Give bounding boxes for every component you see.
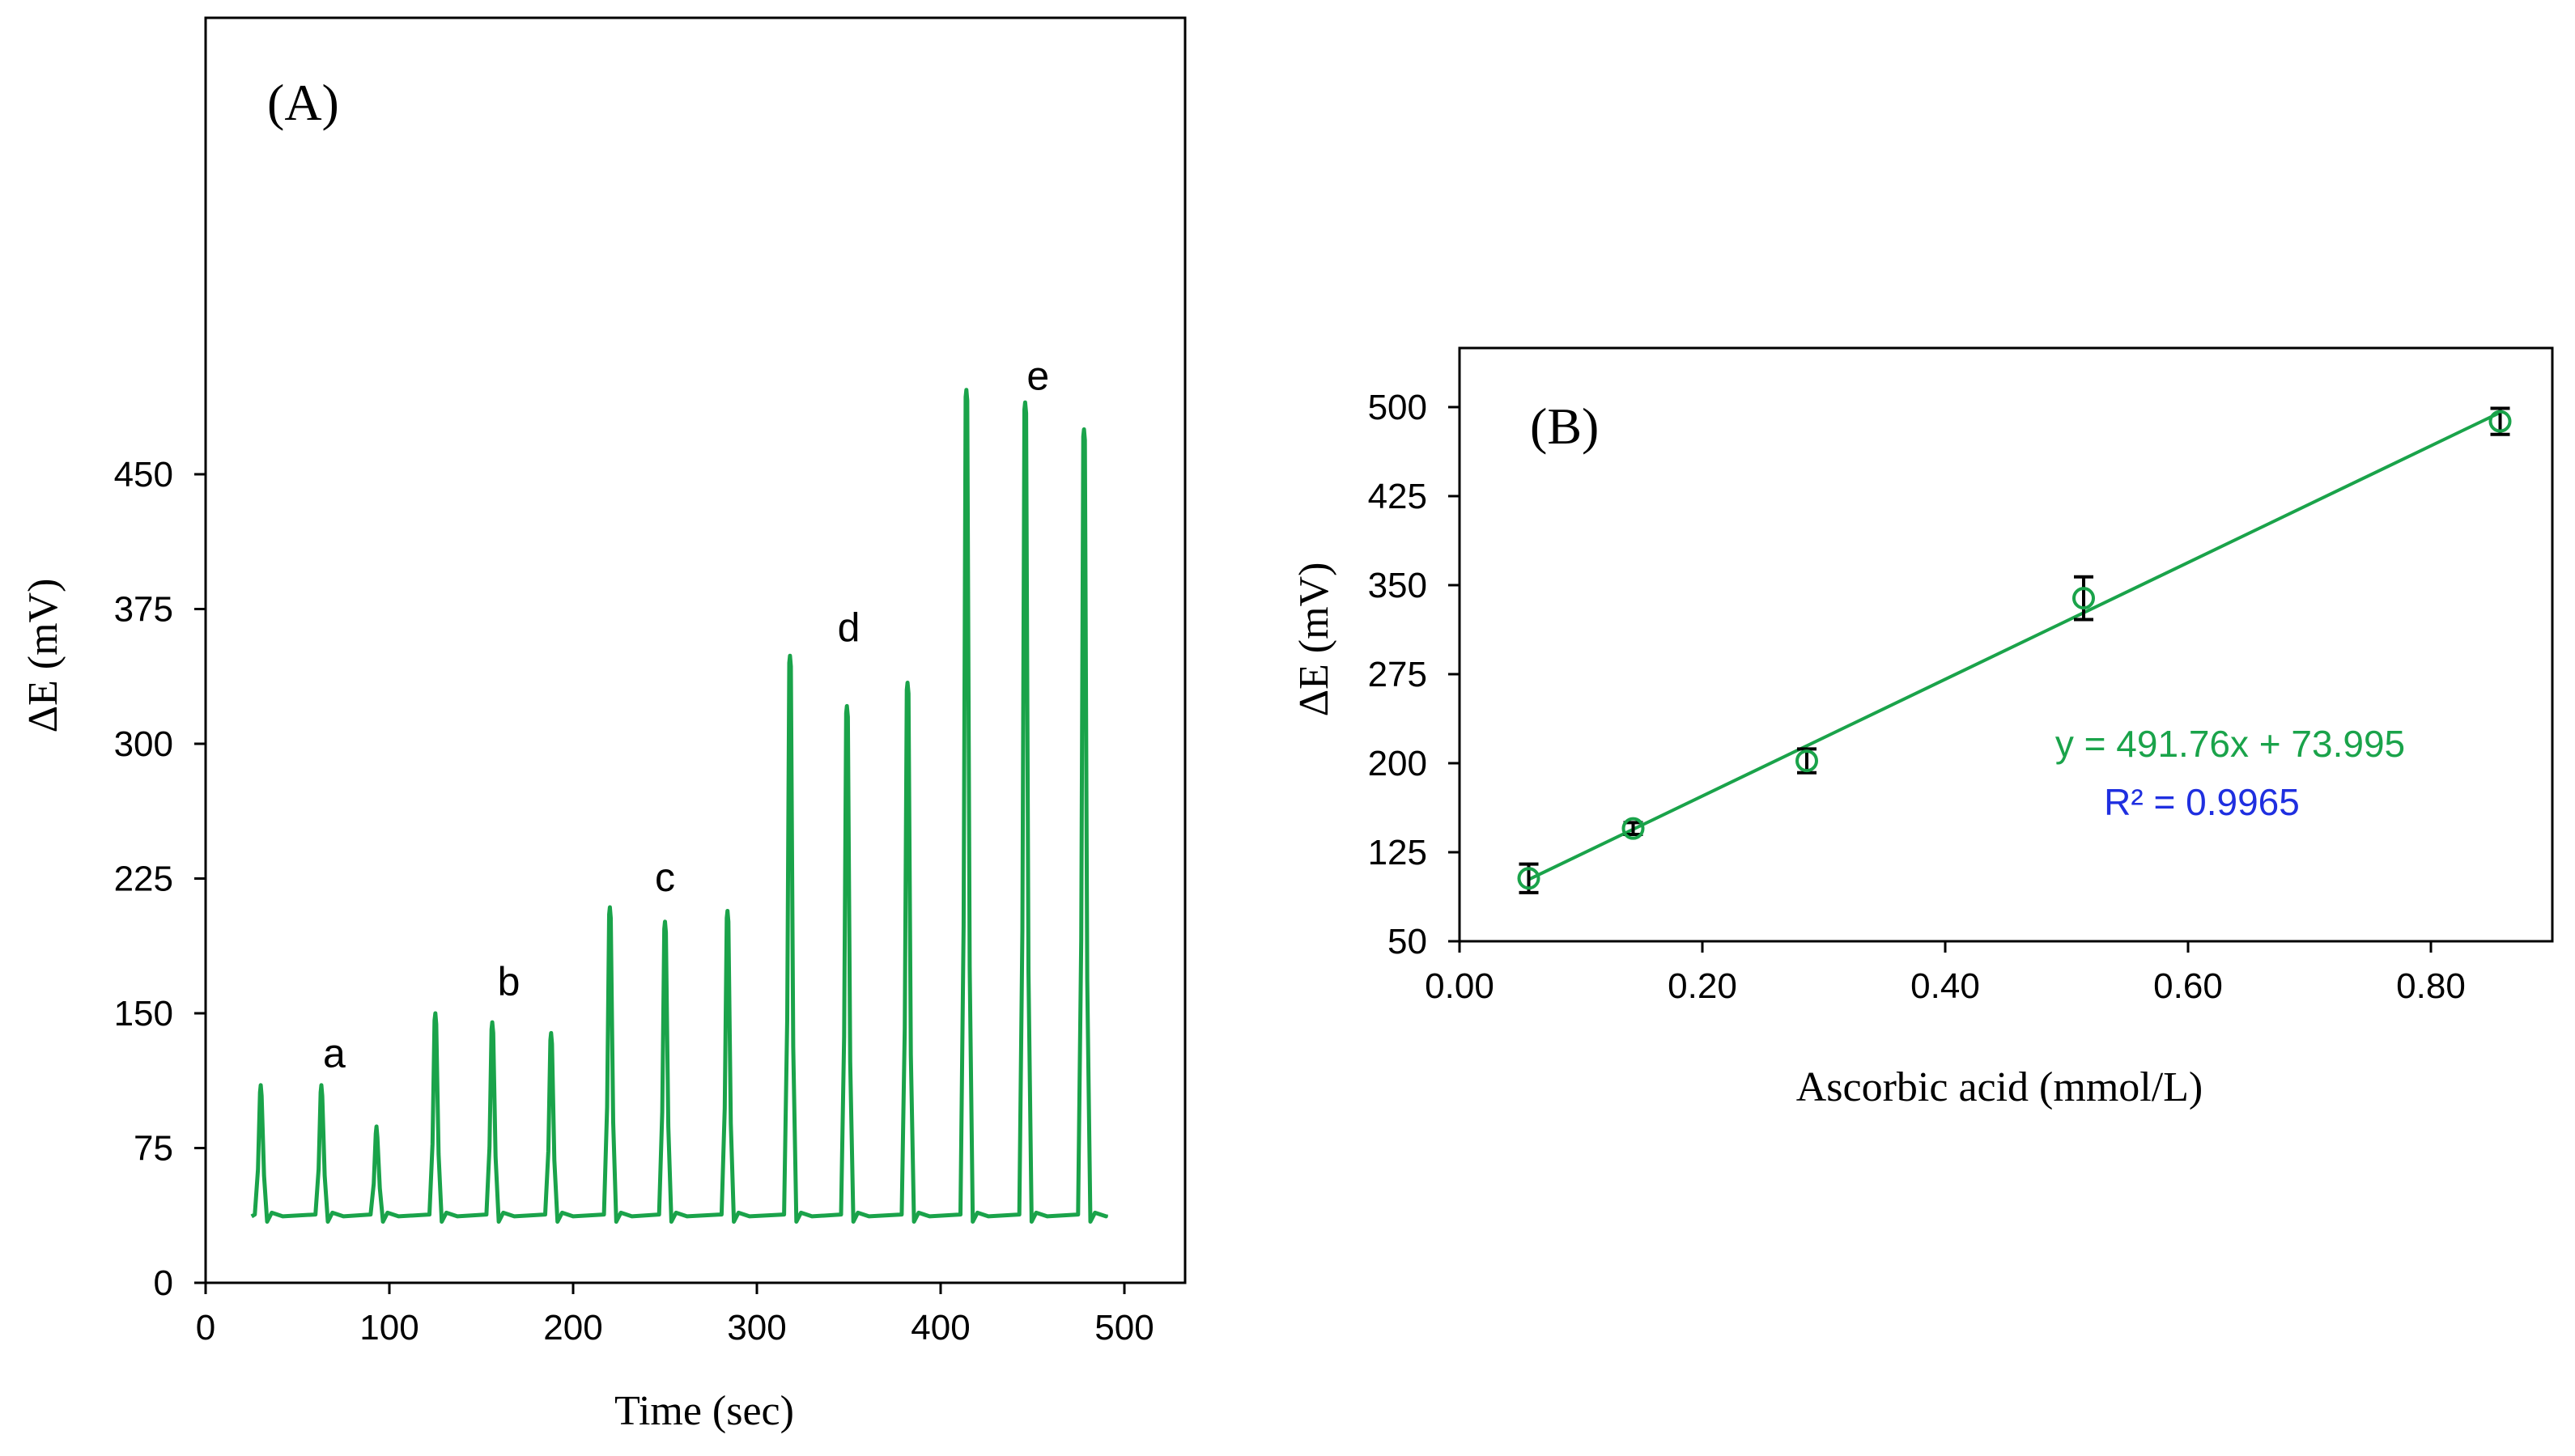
panel-b-y-tick-label: 125 <box>1368 833 1427 872</box>
panel-a-x-title: Time (sec) <box>614 1388 794 1434</box>
panel-a-x-ticks: 0 100 200 300 400 500 <box>196 1283 1154 1348</box>
panel-a-peak-labels: a b c d e <box>323 354 1049 1076</box>
panel-b-x-tick-label: 0.20 <box>1668 966 1737 1006</box>
peak-label: e <box>1026 354 1049 399</box>
panel-b-y-title: ΔE (mV) <box>1291 562 1337 717</box>
panel-b-y-tick-label: 200 <box>1368 744 1427 783</box>
panel-a-y-tick-label: 375 <box>114 590 173 630</box>
data-point <box>1795 749 1818 773</box>
panel-a-y-tick-label: 150 <box>114 994 173 1034</box>
panel-b-x-tick-label: 0.40 <box>1910 966 1980 1006</box>
panel-b: 0.00 0.20 0.40 0.60 0.80 5012520027535042550… <box>1291 346 2554 1110</box>
panel-a-label: (A) <box>267 74 339 131</box>
panel-b-x-tick-label: 0.60 <box>2153 966 2223 1006</box>
data-point <box>1621 817 1645 840</box>
panel-a-x-tick-label: 200 <box>543 1308 602 1348</box>
panel-b-frame <box>1458 346 2554 943</box>
panel-b-y-tick-label: 275 <box>1368 655 1427 694</box>
error-bar <box>1797 747 1817 775</box>
panel-a-y-ticks: 0 75 150 225 300 375 450 <box>114 455 206 1303</box>
panel-a: 0 100 200 300 400 500 0 75 150 225 300 375 450 a b c d… <box>20 16 1187 1434</box>
panel-a-y-title: ΔE (mV) <box>20 579 66 733</box>
panel-a-x-tick-label: 500 <box>1094 1308 1154 1348</box>
panel-a-x-tick-label: 100 <box>359 1308 419 1348</box>
panel-b-y-tick-label: 50 <box>1387 922 1427 961</box>
data-point <box>1517 867 1540 890</box>
panel-b-x-tick-label: 0.80 <box>2396 966 2466 1006</box>
panel-b-x-tick-label: 0.00 <box>1425 966 1494 1006</box>
peak-label: d <box>838 605 860 650</box>
panel-a-trace <box>250 388 1108 1224</box>
panel-b-y-ticks: 50 125 200 275 350 425 500 <box>1368 388 1460 961</box>
error-bar <box>2074 575 2093 622</box>
panel-a-x-tick-label: 300 <box>727 1308 786 1348</box>
panel-a-y-tick-label: 450 <box>114 455 173 495</box>
r-squared-label: R² = 0.9965 <box>2104 781 2300 823</box>
peak-label: a <box>323 1031 346 1076</box>
panel-a-y-tick-label: 0 <box>154 1263 173 1303</box>
panel-a-y-tick-label: 75 <box>134 1129 173 1169</box>
peak-label: b <box>498 959 521 1004</box>
panel-b-y-tick-label: 425 <box>1368 477 1427 516</box>
panel-b-points <box>1517 410 2512 890</box>
panel-b-x-title: Ascorbic acid (mmol/L) <box>1796 1064 2203 1110</box>
panel-a-x-tick-label: 400 <box>911 1308 970 1348</box>
panel-a-y-tick-label: 300 <box>114 724 173 764</box>
panel-a-y-tick-label: 225 <box>114 860 173 899</box>
data-point <box>2488 410 2512 433</box>
panel-a-x-tick-label: 0 <box>196 1308 215 1348</box>
trendline-equation: y = 491.76x + 73.995 <box>2055 723 2405 765</box>
panel-b-trendline <box>1528 410 2501 881</box>
data-point <box>2072 587 2095 610</box>
panel-b-y-tick-label: 350 <box>1368 566 1427 605</box>
peak-label: c <box>655 855 675 900</box>
panel-b-x-ticks: 0.00 0.20 0.40 0.60 0.80 <box>1425 941 2466 1006</box>
panel-a-frame <box>204 16 1187 1284</box>
panel-b-y-tick-label: 500 <box>1368 388 1427 427</box>
panel-b-label: (B) <box>1530 397 1599 455</box>
